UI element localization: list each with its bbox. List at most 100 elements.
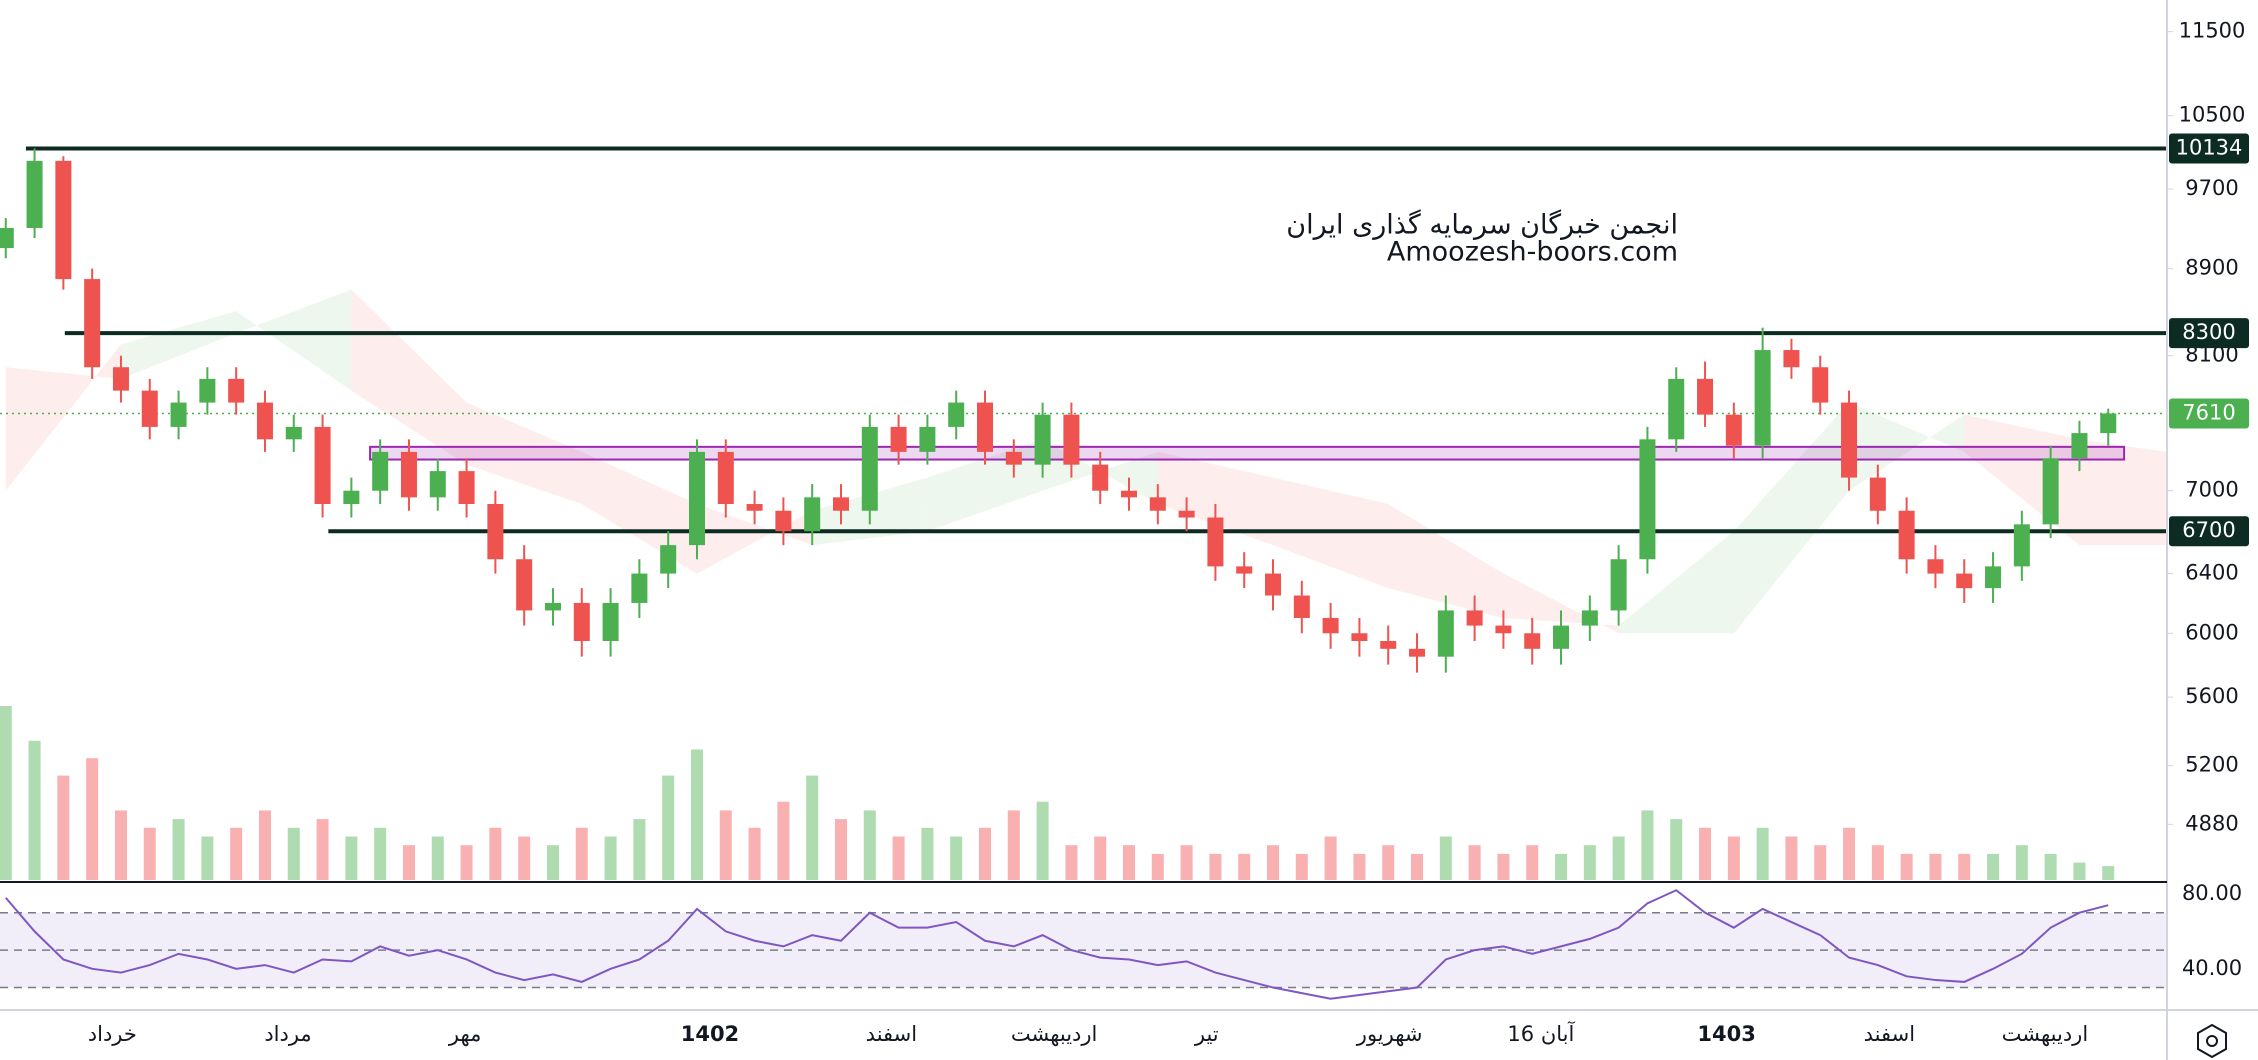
candle-body: [1956, 573, 1973, 589]
volume-bar: [1324, 836, 1337, 880]
cloud-segment: [1618, 531, 1734, 634]
candle-body: [1841, 402, 1858, 478]
candle-body: [1553, 625, 1570, 649]
x-tick-label: مرداد: [264, 1022, 311, 1046]
volume-bar: [518, 836, 531, 880]
volume-bar: [921, 827, 934, 880]
cloud-segment: [1157, 451, 1274, 546]
candle-body: [919, 426, 936, 452]
volume-bar: [57, 775, 70, 880]
volume-bar: [172, 819, 185, 880]
x-tick-label: اسفند: [1864, 1022, 1915, 1046]
candle-body: [1063, 414, 1080, 465]
settings-icon[interactable]: [2197, 1023, 2227, 1059]
rsi-tick-label: 40.00: [2182, 956, 2242, 980]
volume-bar: [1439, 836, 1452, 880]
x-tick-label: خرداد: [88, 1022, 137, 1046]
candle-body: [977, 402, 993, 452]
rsi-tick-label: 80.00: [2182, 881, 2242, 905]
y-tick-label: 5600: [2185, 684, 2238, 708]
volume-bar: [748, 827, 761, 880]
candle-body: [861, 426, 878, 511]
watermark-site: Amoozesh-boors.com: [1387, 237, 1678, 268]
volume-bar: [431, 836, 444, 880]
volume-bar: [1295, 853, 1308, 880]
volume-bar: [1612, 836, 1625, 880]
plot: [0, 146, 2167, 1000]
volume-bar: [1065, 845, 1078, 880]
candle-body: [112, 367, 129, 391]
x-tick-label: شهریور: [1356, 1022, 1423, 1046]
cloud-segment: [236, 289, 352, 391]
volume-bar: [86, 758, 99, 880]
volume-bar: [950, 836, 963, 880]
candle-body: [890, 426, 907, 452]
volume-bar: [1209, 853, 1222, 880]
candle-body: [948, 402, 965, 427]
x-tick-label: 1403: [1697, 1022, 1755, 1046]
volume-bar: [1094, 836, 1107, 880]
cloud-segment: [120, 311, 237, 379]
volume-bar: [604, 836, 617, 880]
candle-body: [1149, 497, 1166, 511]
volume-bar: [316, 819, 329, 880]
volume-bar: [1871, 845, 1884, 880]
volume-bar: [546, 845, 559, 880]
candle-body: [228, 378, 245, 403]
candle-body: [1581, 610, 1598, 626]
volume-bar: [575, 827, 588, 880]
level-badge: [2169, 516, 2249, 547]
volume-bar: [1267, 845, 1280, 880]
candle-body: [516, 559, 533, 611]
candle-body: [1236, 566, 1253, 574]
volume-bar: [143, 827, 156, 880]
volume-bar: [777, 801, 790, 880]
volume-bar: [1785, 836, 1798, 880]
cloud-segment: [5, 344, 121, 491]
levels: [0, 146, 2167, 534]
x-tick-label: مهر: [448, 1022, 482, 1046]
y-tick-label: 4880: [2185, 811, 2238, 835]
rsi-line: [5, 889, 2109, 1000]
candles: [0, 148, 2117, 673]
volume-bar: [1526, 845, 1539, 880]
volume-bar: [1382, 845, 1395, 880]
volume-bar: [806, 775, 819, 880]
volume-bar: [1929, 853, 1942, 880]
watermark-title: انجمن خبرگان سرمایه گذاری ایران: [1286, 209, 1678, 241]
settings-icon-center[interactable]: [2206, 1035, 2218, 1047]
candle-body: [84, 279, 101, 368]
candle-body: [1351, 633, 1368, 642]
volume-bar: [892, 836, 905, 880]
y-tick-label: 11500: [2179, 19, 2246, 43]
candle-body: [1293, 595, 1310, 618]
candle-body: [170, 402, 187, 427]
volume-bar: [1900, 853, 1913, 880]
candle-body: [400, 451, 417, 498]
candle-body: [1639, 439, 1656, 560]
volume-bar: [258, 810, 271, 880]
candle-body: [1466, 610, 1483, 626]
x-tick-label: 1402: [681, 1022, 739, 1046]
y-tick-label: 8900: [2185, 256, 2238, 280]
volume-bar: [1699, 827, 1712, 880]
level-label: 8300: [2182, 320, 2235, 344]
candle-body: [1725, 414, 1742, 446]
candle-body: [573, 602, 590, 642]
volume-bar: [1497, 853, 1510, 880]
volume-bar: [1670, 819, 1683, 880]
candle-body: [602, 602, 619, 642]
resistance-zone: [369, 445, 2126, 461]
volume-bar: [2073, 862, 2086, 880]
volume-bar: [1151, 853, 1164, 880]
candle-body: [1005, 451, 1022, 465]
volume-bar: [719, 810, 732, 880]
volume-bar: [201, 836, 214, 880]
candle-body: [458, 471, 475, 505]
volume-bar: [834, 819, 847, 880]
candle-body: [199, 378, 216, 403]
volume-bar: [1468, 845, 1481, 880]
candle-body: [1178, 510, 1195, 518]
candle-body: [487, 504, 504, 560]
